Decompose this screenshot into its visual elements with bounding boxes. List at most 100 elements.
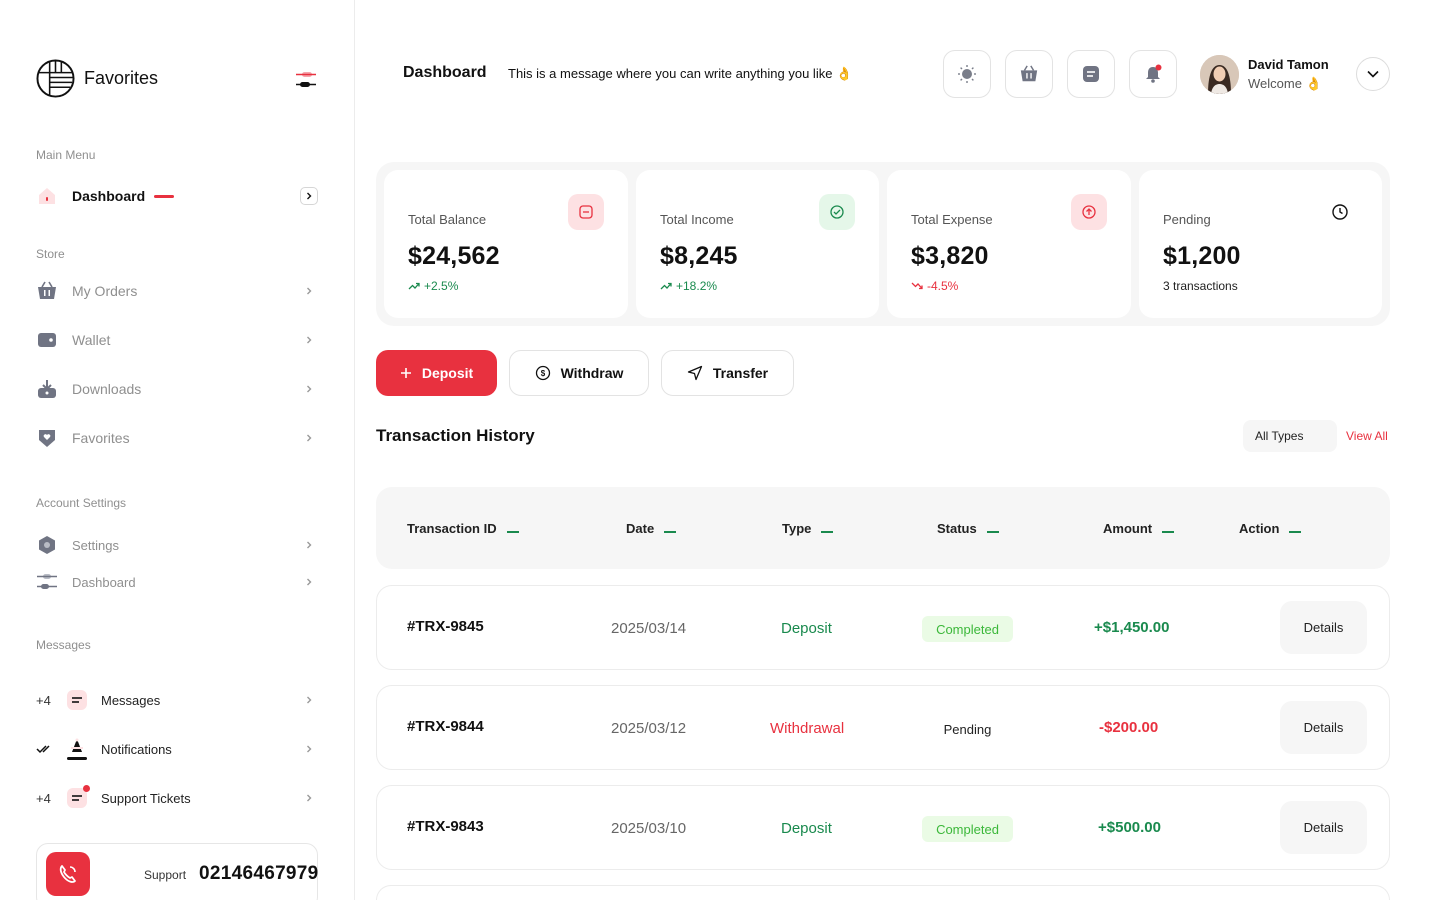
sidebar-item-label: Notifications bbox=[101, 741, 172, 757]
wallet-icon bbox=[568, 194, 604, 230]
messages-label: Messages bbox=[36, 638, 91, 652]
column-header-status[interactable]: Status bbox=[937, 521, 999, 536]
sidebar-item-my-orders[interactable]: My Orders bbox=[36, 278, 318, 304]
transfer-button[interactable]: Transfer bbox=[661, 350, 794, 396]
details-button[interactable]: Details bbox=[1280, 601, 1367, 654]
stat-card-pending: Pending $1,200 3 transactions bbox=[1139, 170, 1382, 318]
sidebar-item-wallet[interactable]: Wallet bbox=[36, 327, 318, 353]
messages-button[interactable] bbox=[1067, 50, 1115, 98]
column-header-amount[interactable]: Amount bbox=[1103, 521, 1175, 536]
sidebar-item-label: My Orders bbox=[72, 283, 138, 299]
table-row: #TRX-9844 2025/03/12 Withdrawal Pending … bbox=[376, 685, 1390, 770]
stat-card-total-balance: Total Balance $24,562 +2.5% bbox=[384, 170, 628, 318]
column-header-date[interactable]: Date bbox=[626, 521, 677, 536]
column-label: Date bbox=[626, 521, 655, 536]
sidebar-item-label: Downloads bbox=[72, 381, 142, 397]
sidebar-item-dashboard-settings[interactable]: Dashboard bbox=[36, 569, 318, 595]
download-icon bbox=[36, 378, 58, 400]
sidebar-item-label: Wallet bbox=[72, 332, 111, 348]
details-button[interactable]: Details bbox=[1280, 701, 1367, 754]
main-menu-label: Main Menu bbox=[36, 148, 96, 162]
user-welcome: Welcome 👌 bbox=[1248, 76, 1322, 91]
stat-card-total-expense: Total Expense $3,820 -4.5% bbox=[887, 170, 1131, 318]
trend-up-icon bbox=[408, 282, 420, 290]
table-row bbox=[376, 885, 1390, 900]
table-row: #TRX-9843 2025/03/10 Deposit Completed +… bbox=[376, 785, 1390, 870]
sidebar: Favorites Main Menu Dashboard Store My O… bbox=[0, 0, 355, 900]
column-header-type[interactable]: Type bbox=[782, 521, 834, 536]
sort-indicator bbox=[986, 530, 999, 533]
chevron-right-icon bbox=[300, 429, 318, 447]
stat-value: $8,245 bbox=[660, 242, 738, 270]
stat-label: Total Balance bbox=[408, 212, 487, 227]
send-icon bbox=[687, 365, 703, 381]
view-all-link[interactable]: View All bbox=[1346, 429, 1388, 443]
cart-button[interactable] bbox=[1005, 50, 1053, 98]
support-card: Support 02146467979 bbox=[36, 843, 318, 900]
type-filter-select[interactable]: All Types bbox=[1243, 420, 1337, 452]
column-header-action[interactable]: Action bbox=[1239, 521, 1302, 536]
support-call-button[interactable] bbox=[46, 852, 90, 896]
sidebar-item-dashboard[interactable]: Dashboard bbox=[36, 183, 318, 209]
sidebar-item-messages[interactable]: +4 Messages bbox=[36, 687, 318, 713]
plus-icon bbox=[400, 368, 411, 378]
table-header: Transaction ID Date Type Status Amount A… bbox=[376, 487, 1390, 569]
brand[interactable]: Favorites bbox=[36, 59, 158, 98]
table-row: #TRX-9845 2025/03/14 Deposit Completed +… bbox=[376, 585, 1390, 670]
chevron-right-icon bbox=[300, 789, 318, 807]
home-icon bbox=[36, 185, 58, 207]
wallet-icon bbox=[36, 329, 58, 351]
support-phone-number[interactable]: 02146467979 bbox=[199, 863, 319, 884]
avatar[interactable] bbox=[1200, 55, 1239, 94]
support-label: Support bbox=[144, 868, 187, 882]
column-label: Type bbox=[782, 521, 812, 536]
column-header-transaction-id[interactable]: Transaction ID bbox=[407, 521, 519, 536]
sidebar-item-label: Settings bbox=[72, 537, 119, 553]
stat-change: +2.5% bbox=[408, 279, 458, 293]
sidebar-item-support-tickets[interactable]: +4 Support Tickets bbox=[36, 785, 318, 811]
trend-up-icon bbox=[660, 282, 672, 290]
notifications-button[interactable] bbox=[1129, 50, 1177, 98]
transaction-id: #TRX-9843 bbox=[407, 818, 484, 835]
details-button[interactable]: Details bbox=[1280, 801, 1367, 854]
user-menu-button[interactable] bbox=[1356, 57, 1390, 91]
transaction-type: Deposit bbox=[781, 620, 832, 637]
message-icon bbox=[66, 689, 88, 711]
transaction-history-title: Transaction History bbox=[376, 426, 535, 445]
status-badge: Completed bbox=[922, 616, 1013, 642]
message-icon bbox=[1083, 66, 1099, 82]
notification-dot bbox=[83, 785, 90, 792]
chevron-right-icon bbox=[300, 380, 318, 398]
deposit-label: Deposit bbox=[421, 365, 474, 381]
stat-value: $24,562 bbox=[408, 242, 500, 270]
sidebar-item-downloads[interactable]: Downloads bbox=[36, 376, 318, 402]
withdraw-button[interactable]: $ Withdraw bbox=[509, 350, 649, 396]
page-title: Dashboard bbox=[403, 64, 487, 81]
stat-card-total-income: Total Income $8,245 +18.2% bbox=[636, 170, 879, 318]
sidebar-toggle-icon[interactable] bbox=[294, 70, 318, 90]
transaction-date: 2025/03/12 bbox=[611, 720, 687, 737]
phone-icon bbox=[59, 865, 76, 883]
sidebar-item-favorites[interactable]: Favorites bbox=[36, 425, 318, 451]
count-badge: +4 bbox=[36, 692, 51, 708]
brand-logo-icon bbox=[36, 59, 75, 98]
theme-toggle-button[interactable] bbox=[943, 50, 991, 98]
sort-indicator bbox=[664, 530, 677, 533]
chevron-right-icon bbox=[300, 573, 318, 591]
deposit-button[interactable]: Deposit bbox=[376, 350, 497, 396]
double-check-icon bbox=[36, 742, 66, 757]
chevron-right-icon[interactable] bbox=[300, 187, 318, 205]
stat-change-value: 3 transactions bbox=[1163, 279, 1238, 293]
check-circle-icon bbox=[819, 194, 855, 230]
sort-indicator bbox=[821, 530, 834, 533]
trend-down-icon bbox=[911, 282, 923, 290]
sidebar-item-label: Dashboard bbox=[72, 574, 136, 590]
withdraw-label: Withdraw bbox=[560, 365, 624, 381]
sidebar-item-label: Dashboard bbox=[72, 188, 146, 204]
arrow-up-circle-icon bbox=[1071, 194, 1107, 230]
sidebar-item-settings[interactable]: Settings bbox=[36, 532, 318, 558]
store-label: Store bbox=[36, 247, 65, 261]
sidebar-item-notifications[interactable]: Notifications bbox=[36, 736, 318, 762]
dollar-circle-icon: $ bbox=[535, 365, 550, 381]
chevron-right-icon bbox=[300, 740, 318, 758]
